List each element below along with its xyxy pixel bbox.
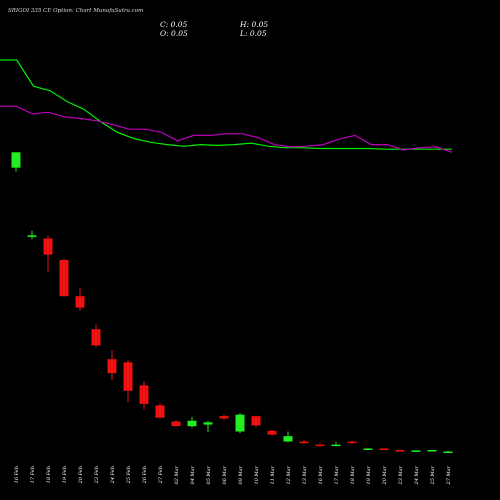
x-tick-label: 20 Mar xyxy=(382,465,388,485)
candle-body xyxy=(331,444,341,447)
candle-body xyxy=(139,385,149,404)
candle-body xyxy=(59,260,69,297)
ma-line-fast xyxy=(0,59,452,150)
candle-body xyxy=(219,416,229,419)
x-tick-label: 02 Mar xyxy=(174,465,180,484)
candle-body xyxy=(155,405,165,418)
x-tick-label: 27 Feb xyxy=(158,466,164,484)
x-tick-label: 17 Mar xyxy=(334,465,340,484)
x-tick-label: 23 Feb xyxy=(94,466,100,484)
candle-body xyxy=(27,235,37,237)
candle-body xyxy=(411,450,421,452)
candle-body xyxy=(171,421,181,427)
x-tick-label: 04 Mar xyxy=(190,465,196,484)
open-readout: O: 0.05 xyxy=(160,29,188,38)
x-tick-label: 23 Mar xyxy=(398,465,404,485)
candle-body xyxy=(91,329,101,346)
candle-body xyxy=(315,444,325,447)
ma-line-slow xyxy=(0,105,453,153)
x-tick-label: 09 Mar xyxy=(238,465,244,484)
x-tick-label: 25 Feb xyxy=(126,466,132,484)
candle-body xyxy=(283,436,293,442)
x-tick-label: 13 Mar xyxy=(302,465,308,484)
x-tick-label: 26 Feb xyxy=(142,466,148,484)
close-readout: C: 0.05 xyxy=(160,20,188,29)
candle-body xyxy=(379,448,389,450)
candle-body xyxy=(11,152,21,168)
low-readout: L: 0.05 xyxy=(240,29,267,38)
candle-body xyxy=(235,414,245,432)
candle-body xyxy=(299,441,309,444)
x-tick-label: 11 Mar xyxy=(270,465,276,484)
candle-body xyxy=(427,450,437,452)
x-tick-label: 10 Mar xyxy=(254,465,260,484)
high-readout: H: 0.05 xyxy=(240,20,269,29)
x-tick-label: 19 Mar xyxy=(366,465,372,484)
x-tick-label: 12 Mar xyxy=(286,465,292,484)
candle-body xyxy=(203,422,213,425)
x-tick-label: 05 Mar xyxy=(206,465,212,484)
candle-body xyxy=(75,296,85,308)
x-tick-label: 24 Feb xyxy=(110,466,116,484)
candle-body xyxy=(395,450,405,452)
chart-title: SRIGOI 335 CE Option: Chart MunafaSutra.… xyxy=(8,8,144,14)
candle-body xyxy=(43,238,53,255)
x-tick-label: 27 Mar xyxy=(446,465,452,485)
x-tick-label: 18 Mar xyxy=(350,465,356,484)
x-tick-label: 20 Feb xyxy=(78,466,84,484)
x-tick-label: 24 Mar xyxy=(414,465,420,485)
x-tick-label: 25 Mar xyxy=(430,465,436,485)
x-tick-label: 06 Mar xyxy=(222,465,228,484)
candle-body xyxy=(443,451,453,454)
candle-body xyxy=(347,441,357,444)
candle-body xyxy=(123,362,133,391)
candle-body xyxy=(363,448,373,450)
candle-body xyxy=(251,416,261,426)
candle-body xyxy=(267,430,277,435)
x-tick-label: 18 Feb xyxy=(46,466,52,483)
candle-body xyxy=(187,420,197,427)
candle-body xyxy=(107,359,117,374)
x-tick-label: 17 Feb xyxy=(30,466,36,483)
x-tick-label: 16 Feb xyxy=(14,466,20,483)
x-tick-label: 16 Mar xyxy=(318,465,324,484)
x-tick-label: 19 Feb xyxy=(62,466,68,483)
